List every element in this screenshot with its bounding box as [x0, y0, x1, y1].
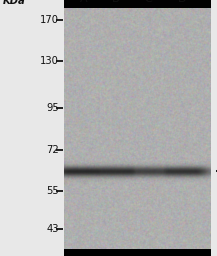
- Text: 72: 72: [46, 145, 59, 155]
- Text: D: D: [178, 0, 187, 4]
- Text: 55: 55: [46, 186, 59, 196]
- Text: B: B: [112, 0, 120, 4]
- Text: 130: 130: [40, 56, 59, 66]
- Text: C: C: [145, 0, 153, 4]
- Text: A: A: [80, 0, 87, 4]
- Text: 43: 43: [46, 224, 59, 234]
- Text: 170: 170: [40, 15, 59, 25]
- Text: 95: 95: [46, 103, 59, 113]
- Text: KDa: KDa: [3, 0, 26, 6]
